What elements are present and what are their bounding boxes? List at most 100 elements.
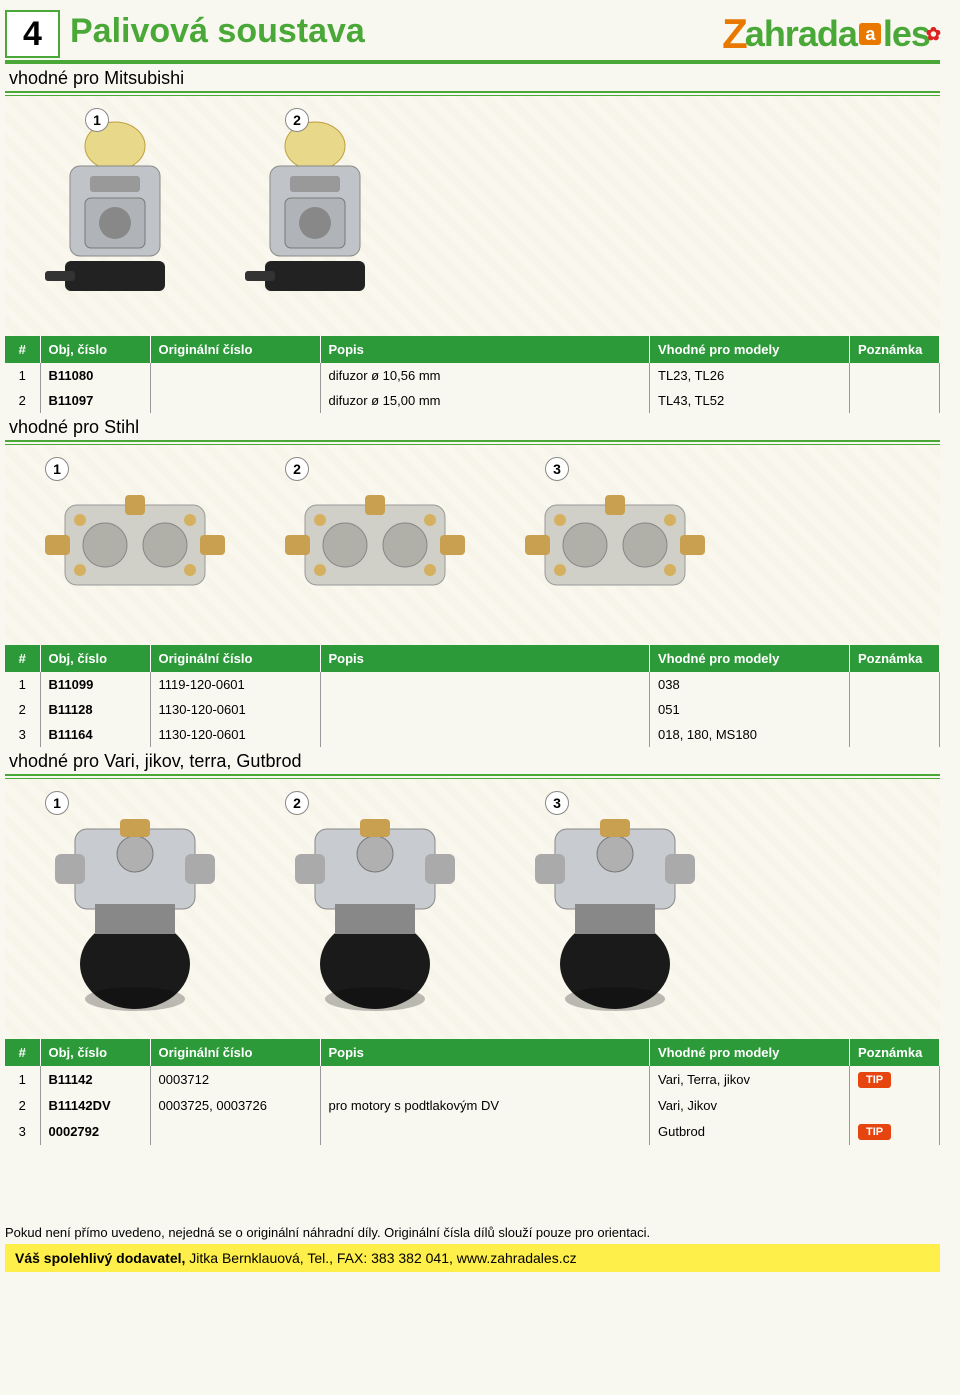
col-orig: Originální číslo <box>150 336 320 363</box>
cell-orig: 1130-120-0601 <box>150 697 320 722</box>
product-image-area: 1 2 3 <box>5 779 940 1039</box>
table-row: 1 B11080 difuzor ø 10,56 mm TL23, TL26 <box>5 363 940 388</box>
logo-leaf-icon: ✿ <box>926 24 940 45</box>
cell-models: Vari, Jikov <box>650 1093 850 1118</box>
col-desc: Popis <box>320 1039 650 1066</box>
cell-num: 1 <box>5 363 40 388</box>
col-note: Poznámka <box>850 645 940 672</box>
col-sku: Obj, číslo <box>40 336 150 363</box>
table-row: 2 B11142DV 0003725, 0003726 pro motory s… <box>5 1093 940 1118</box>
parts-table: # Obj, číslo Originální číslo Popis Vhod… <box>5 336 940 413</box>
cell-models: 018, 180, MS180 <box>650 722 850 747</box>
image-number-badge: 1 <box>85 108 109 132</box>
footer-bar-bold: Váš spolehlivý dodavatel, <box>15 1250 185 1266</box>
page-footer: Pokud není přímo uvedeno, nejedná se o o… <box>0 1225 960 1282</box>
cell-desc <box>320 697 650 722</box>
section-title: vhodné pro Mitsubishi <box>5 64 940 91</box>
image-number-badge: 1 <box>45 457 69 481</box>
product-image <box>275 799 475 1019</box>
col-desc: Popis <box>320 336 650 363</box>
logo-a-box: a <box>859 23 881 45</box>
cell-num: 1 <box>5 672 40 697</box>
cell-num: 3 <box>5 1118 40 1145</box>
cell-note <box>850 363 940 388</box>
tip-badge: TIP <box>858 1072 891 1088</box>
cell-orig <box>150 363 320 388</box>
cell-num: 2 <box>5 1093 40 1118</box>
table-row: 2 B11128 1130-120-0601 051 <box>5 697 940 722</box>
cell-note <box>850 388 940 413</box>
product-image-area: 1 2 3 <box>5 445 940 645</box>
cell-desc: difuzor ø 10,56 mm <box>320 363 650 388</box>
col-note: Poznámka <box>850 336 940 363</box>
cell-note <box>850 722 940 747</box>
image-number-badge: 2 <box>285 108 309 132</box>
product-image <box>35 116 195 316</box>
cell-models: TL23, TL26 <box>650 363 850 388</box>
cell-desc <box>320 1118 650 1145</box>
col-sku: Obj, číslo <box>40 1039 150 1066</box>
cell-sku: B11099 <box>40 672 150 697</box>
cell-num: 3 <box>5 722 40 747</box>
col-note: Poznámka <box>850 1039 940 1066</box>
cell-note <box>850 1093 940 1118</box>
cell-sku: B11164 <box>40 722 150 747</box>
cell-note: TIP <box>850 1118 940 1145</box>
tip-badge: TIP <box>858 1124 891 1140</box>
cell-num: 1 <box>5 1066 40 1093</box>
product-image <box>515 475 715 615</box>
parts-table: # Obj, číslo Originální číslo Popis Vhod… <box>5 1039 940 1145</box>
cell-models: TL43, TL52 <box>650 388 850 413</box>
cell-models: 038 <box>650 672 850 697</box>
cell-orig: 0003712 <box>150 1066 320 1093</box>
cell-sku: B11097 <box>40 388 150 413</box>
parts-table: # Obj, číslo Originální číslo Popis Vhod… <box>5 645 940 747</box>
cell-desc <box>320 1066 650 1093</box>
footer-contact-bar: Váš spolehlivý dodavatel, Jitka Bernklau… <box>5 1244 940 1272</box>
page-header: 4 Palivová soustava Zahradaales✿ <box>0 0 960 58</box>
table-row: 3 0002792 Gutbrod TIP <box>5 1118 940 1145</box>
image-number-badge: 2 <box>285 791 309 815</box>
logo-text-1: ahrada <box>745 13 857 55</box>
cell-sku: B11142 <box>40 1066 150 1093</box>
catalog-section: vhodné pro Stihl1 2 3 <box>0 413 960 747</box>
cell-orig: 1130-120-0601 <box>150 722 320 747</box>
brand-logo: Zahradaales✿ <box>722 10 940 58</box>
cell-note: TIP <box>850 1066 940 1093</box>
cell-desc <box>320 722 650 747</box>
product-image <box>275 475 475 615</box>
col-desc: Popis <box>320 645 650 672</box>
cell-orig: 0003725, 0003726 <box>150 1093 320 1118</box>
image-number-badge: 3 <box>545 457 569 481</box>
chapter-number-box: 4 <box>5 10 60 58</box>
cell-desc: pro motory s podtlakovým DV <box>320 1093 650 1118</box>
col-num: # <box>5 645 40 672</box>
image-number-badge: 2 <box>285 457 309 481</box>
table-row: 1 B11099 1119-120-0601 038 <box>5 672 940 697</box>
product-image <box>235 116 395 316</box>
table-row: 3 B11164 1130-120-0601 018, 180, MS180 <box>5 722 940 747</box>
cell-models: 051 <box>650 697 850 722</box>
col-orig: Originální číslo <box>150 645 320 672</box>
col-models: Vhodné pro modely <box>650 336 850 363</box>
col-models: Vhodné pro modely <box>650 1039 850 1066</box>
product-image <box>35 475 235 615</box>
col-orig: Originální číslo <box>150 1039 320 1066</box>
logo-z: Z <box>722 10 747 58</box>
table-row: 2 B11097 difuzor ø 15,00 mm TL43, TL52 <box>5 388 940 413</box>
cell-note <box>850 672 940 697</box>
cell-desc: difuzor ø 15,00 mm <box>320 388 650 413</box>
section-title: vhodné pro Vari, jikov, terra, Gutbrod <box>5 747 940 774</box>
cell-sku: B11128 <box>40 697 150 722</box>
catalog-section: vhodné pro Mitsubishi 1 2 # Obj, číslo Or… <box>0 64 960 413</box>
cell-note <box>850 697 940 722</box>
col-sku: Obj, číslo <box>40 645 150 672</box>
cell-num: 2 <box>5 697 40 722</box>
cell-models: Gutbrod <box>650 1118 850 1145</box>
cell-sku: B11142DV <box>40 1093 150 1118</box>
col-num: # <box>5 1039 40 1066</box>
product-image-area: 1 2 <box>5 96 940 336</box>
footer-disclaimer: Pokud není přímo uvedeno, nejedná se o o… <box>5 1225 940 1240</box>
cell-sku: 0002792 <box>40 1118 150 1145</box>
cell-orig <box>150 1118 320 1145</box>
